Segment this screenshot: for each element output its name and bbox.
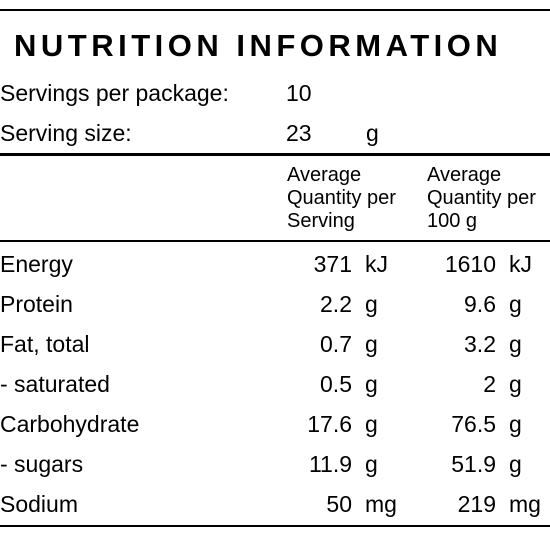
per-100g-value: 51.9 [451, 451, 496, 477]
nutrient-label: Carbohydrate [0, 411, 140, 437]
column-header-line: Quantity per [427, 187, 536, 209]
nutrient-row-sodium: Sodium 50 mg 219 mg [0, 483, 550, 523]
per-serving-value: 2.2 [320, 291, 352, 317]
nutrient-label: Fat, total [0, 331, 90, 357]
per-100g-unit: g [509, 331, 522, 357]
nutrient-label: - sugars [0, 451, 84, 477]
per-100g-unit: g [509, 411, 522, 437]
servings-label: Servings per package: [0, 80, 229, 106]
serving-size-value: 23 [286, 120, 312, 146]
per-serving-unit: g [365, 411, 378, 437]
nutrient-row-fat-total: Fat, total 0.7 g 3.2 g [0, 323, 550, 363]
per-serving-value: 0.5 [320, 371, 352, 397]
nutrient-label: Energy [0, 251, 73, 277]
per-100g-value: 9.6 [464, 291, 496, 317]
per-100g-value: 76.5 [451, 411, 496, 437]
per-100g-unit: kJ [509, 251, 532, 277]
per-serving-unit: g [365, 291, 378, 317]
per-serving-unit: kJ [365, 251, 388, 277]
per-serving-value: 11.9 [308, 451, 352, 477]
top-rule [0, 9, 550, 11]
serving-size-unit: g [366, 120, 379, 146]
per-100g-value: 3.2 [464, 331, 496, 357]
nutrient-row-sugars: - sugars 11.9 g 51.9 g [0, 443, 550, 483]
header-divider [0, 153, 550, 156]
per-serving-unit: mg [365, 491, 397, 517]
column-header-per-100g: Average Quantity per 100 g [427, 164, 536, 233]
bottom-rule [0, 525, 550, 527]
per-100g-value: 1610 [444, 251, 496, 277]
column-header-divider [0, 240, 550, 242]
per-100g-unit: g [509, 451, 522, 477]
per-100g-value: 219 [457, 491, 496, 517]
nutrient-row-saturated: - saturated 0.5 g 2 g [0, 363, 550, 403]
servings-value: 10 [286, 80, 312, 106]
per-serving-value: 17.6 [307, 411, 352, 437]
nutrient-row-protein: Protein 2.2 g 9.6 g [0, 283, 550, 323]
column-header-per-serving: Average Quantity per Serving [287, 164, 396, 233]
per-100g-unit: g [509, 291, 522, 317]
per-serving-unit: g [365, 451, 378, 477]
column-header-line: Average [287, 164, 362, 186]
panel-title: NUTRITION INFORMATION [14, 28, 503, 63]
per-serving-value: 371 [313, 251, 352, 277]
per-100g-unit: mg [509, 491, 541, 517]
serving-size-label: Serving size: [0, 120, 132, 146]
nutrient-label: Protein [0, 291, 73, 317]
column-header-line: Serving [287, 210, 355, 232]
per-serving-unit: g [365, 371, 378, 397]
per-serving-value: 50 [326, 491, 352, 517]
nutrient-label: Sodium [0, 491, 78, 517]
per-serving-unit: g [365, 331, 378, 357]
nutrient-row-carbohydrate: Carbohydrate 17.6 g 76.5 g [0, 403, 550, 443]
per-100g-unit: g [509, 371, 522, 397]
per-serving-value: 0.7 [320, 331, 352, 357]
nutrient-label: - saturated [0, 371, 110, 397]
per-100g-value: 2 [483, 371, 496, 397]
nutrient-row-energy: Energy 371 kJ 1610 kJ [0, 243, 550, 283]
column-header-line: Quantity per [287, 187, 396, 209]
column-header-line: 100 g [427, 210, 478, 232]
column-header-line: Average [427, 164, 502, 186]
